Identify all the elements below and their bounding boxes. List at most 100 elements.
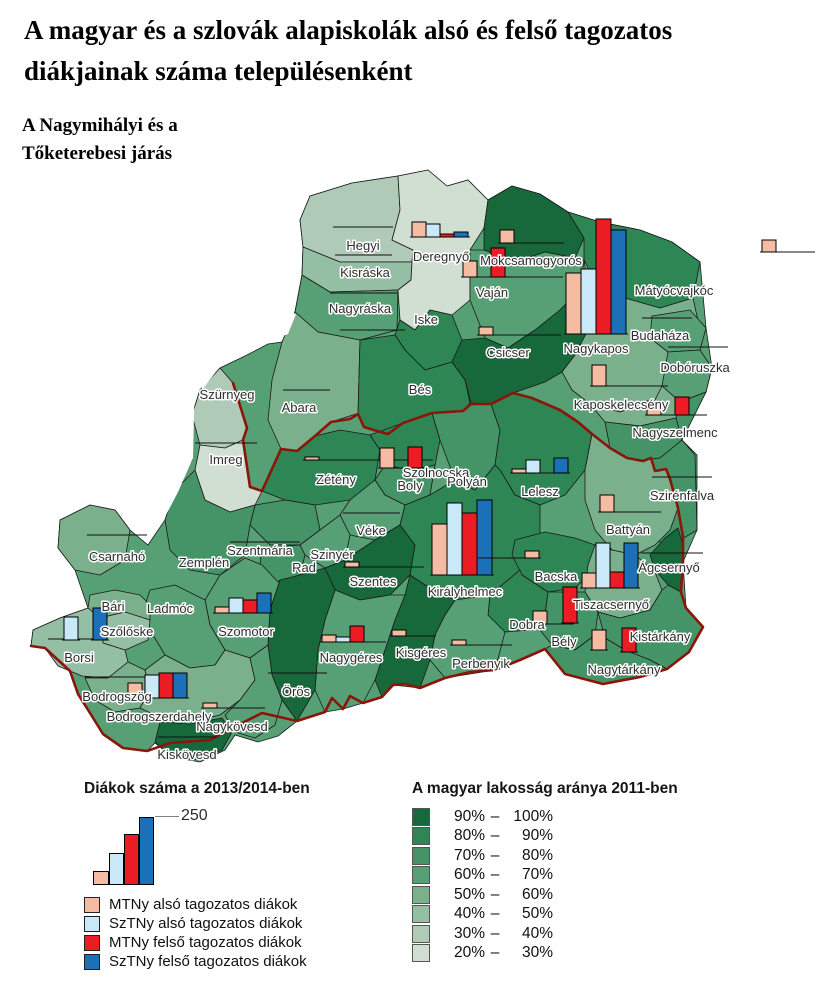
settlement-label-Zemplén: Zemplén bbox=[179, 555, 230, 570]
bar-group-Battyán bbox=[598, 494, 661, 513]
legend-swatch-r bbox=[84, 934, 100, 951]
legend-item-r: MTNy felső tagozatos diákok bbox=[84, 933, 394, 952]
bar-p bbox=[127, 682, 143, 696]
settlement-label-Bodrogszög: Bodrogszög bbox=[82, 689, 151, 704]
bar-p bbox=[431, 523, 448, 576]
bar-r bbox=[595, 218, 612, 335]
page-title: A magyar és a szlovák alapiskolák alsó é… bbox=[24, 10, 809, 91]
legend-item-label: MTNy felső tagozatos diákok bbox=[109, 934, 302, 951]
district-map: Hegyi Kisráska Nagyráska Deregnyő Mokcsamogy… bbox=[29, 169, 815, 764]
bar-r bbox=[349, 625, 365, 643]
settlement-label-Bacska: Bacska bbox=[535, 569, 578, 584]
bar-p bbox=[581, 572, 597, 589]
population-range-to: 40% bbox=[521, 924, 553, 942]
settlement-label-Budaháza: Budaháza bbox=[631, 328, 690, 343]
settlement-label-Abara: Abara bbox=[282, 400, 317, 415]
legend-population-title: A magyar lakosság aránya 2011-ben bbox=[412, 780, 678, 797]
bar-r bbox=[407, 446, 423, 469]
bar-p bbox=[591, 364, 607, 387]
population-range-from: 90% bbox=[453, 807, 485, 825]
bar-group-Szinyér bbox=[343, 561, 424, 568]
population-swatch-c50 bbox=[412, 885, 430, 904]
settlement-label-Bés: Bés bbox=[409, 382, 432, 397]
bar-group-Szomotor bbox=[213, 592, 273, 614]
settlement-label-Imreg: Imreg bbox=[209, 452, 242, 467]
population-range-to: 50% bbox=[521, 905, 553, 923]
settlement-label-Királyhelmec: Királyhelmec bbox=[428, 584, 503, 599]
population-class-90%: 90% –100% bbox=[412, 807, 702, 827]
population-range-dash: – bbox=[490, 827, 500, 845]
settlement-label-Szőlőske: Szőlőske bbox=[101, 624, 154, 639]
bar-r bbox=[158, 672, 174, 699]
settlement-label-Mokcsamogyorós: Mokcsamogyorós bbox=[480, 253, 582, 268]
settlement-label-Borsi: Borsi bbox=[64, 650, 94, 665]
settlement-label-Bély: Bély bbox=[551, 634, 577, 649]
scale-line bbox=[155, 816, 179, 817]
legend-item-lb: SzTNy alsó tagozatos diákok bbox=[84, 914, 394, 933]
population-class-60%: 60% – 70% bbox=[412, 866, 702, 886]
legend-item-b: SzTNy felső tagozatos diákok bbox=[84, 952, 394, 971]
population-range-to: 100% bbox=[513, 807, 553, 825]
bar-group-Szőlőske bbox=[91, 607, 109, 641]
settlement-label-Bodrogszerdahely: Bodrogszerdahely bbox=[107, 709, 212, 724]
settlement-label-Tiszacsernyő: Tiszacsernyő bbox=[573, 597, 649, 612]
district-border bbox=[29, 381, 705, 753]
settlement-label-Szolnocska: Szolnocska bbox=[403, 465, 470, 480]
population-class-50%: 50% – 60% bbox=[412, 885, 702, 905]
population-range-from: 20% bbox=[453, 944, 485, 962]
settlement-label-Hegyi: Hegyi bbox=[346, 238, 379, 253]
bar-r bbox=[490, 247, 506, 278]
bar-p bbox=[761, 239, 777, 253]
bar-group-Nagygéres bbox=[320, 625, 386, 643]
legend-item-label: MTNy alsó tagozatos diákok bbox=[109, 896, 298, 913]
population-range-from: 40% bbox=[453, 905, 485, 923]
bar-p bbox=[462, 260, 478, 278]
bar-group-Nagyszelmenc bbox=[645, 396, 707, 416]
settlement-label-Perbenyik: Perbenyik bbox=[452, 656, 510, 671]
settlement-label-Nagyszelmenc: Nagyszelmenc bbox=[632, 425, 718, 440]
bar-p bbox=[304, 456, 320, 461]
region-Zemplén bbox=[164, 469, 256, 576]
bar-group-Deregnyő bbox=[410, 221, 470, 238]
population-range-to: 80% bbox=[521, 846, 553, 864]
settlement-label-Kaposkelecsény: Kaposkelecsény bbox=[574, 397, 669, 412]
bar-group-Mátyócvajkóc bbox=[760, 239, 815, 253]
population-swatch-c40 bbox=[412, 905, 430, 924]
settlement-label-Nagytárkány: Nagytárkány bbox=[588, 662, 661, 677]
bar-b bbox=[92, 607, 108, 641]
settlement-label-Zétény: Zétény bbox=[316, 472, 356, 487]
settlement-label-Csarnahó: Csarnahó bbox=[89, 549, 145, 564]
settlement-label-Kisráska: Kisráska bbox=[340, 265, 391, 280]
bar-group-Bacska bbox=[478, 550, 541, 559]
legend-item-p: MTNy alsó tagozatos diákok bbox=[84, 895, 394, 914]
legend-swatch-b bbox=[84, 953, 100, 970]
bar-lb bbox=[425, 223, 441, 238]
settlement-label-Szürnyeg: Szürnyeg bbox=[200, 387, 255, 402]
scale-max-label: 250 bbox=[181, 807, 208, 824]
bar-r bbox=[621, 627, 637, 653]
settlement-label-Véke: Véke bbox=[356, 523, 386, 538]
settlement-label-Bári: Bári bbox=[101, 599, 124, 614]
population-class-40%: 40% – 50% bbox=[412, 905, 702, 925]
settlement-label-Deregnyő: Deregnyő bbox=[413, 249, 469, 264]
legend-item-label: SzTNy alsó tagozatos diákok bbox=[109, 915, 303, 932]
population-class-70%: 70% – 80% bbox=[412, 846, 702, 866]
population-range-dash: – bbox=[490, 807, 500, 825]
population-swatch-c90 bbox=[412, 807, 430, 826]
bar-r bbox=[562, 586, 578, 624]
population-range-dash: – bbox=[490, 905, 500, 923]
map-outside-area-2 bbox=[200, 296, 296, 390]
bar-p bbox=[565, 272, 582, 335]
settlement-label-Kiskövesd: Kiskövesd bbox=[157, 747, 216, 762]
bar-lb bbox=[63, 616, 79, 641]
bar-group-Nagykapos bbox=[564, 218, 628, 335]
bar-group-Kisgéres bbox=[390, 629, 436, 637]
bar-r bbox=[674, 396, 690, 416]
legend-students-scale-chart: 250 bbox=[84, 801, 394, 885]
settlement-label-Polyán: Polyán bbox=[447, 474, 487, 489]
population-class-20%: 20% – 30% bbox=[412, 944, 702, 964]
settlement-label-Dobóruszka: Dobóruszka bbox=[660, 360, 730, 375]
legend-swatch-p bbox=[84, 896, 100, 913]
settlement-label-Nagykapos: Nagykapos bbox=[563, 341, 629, 356]
bar-lb bbox=[580, 268, 597, 335]
